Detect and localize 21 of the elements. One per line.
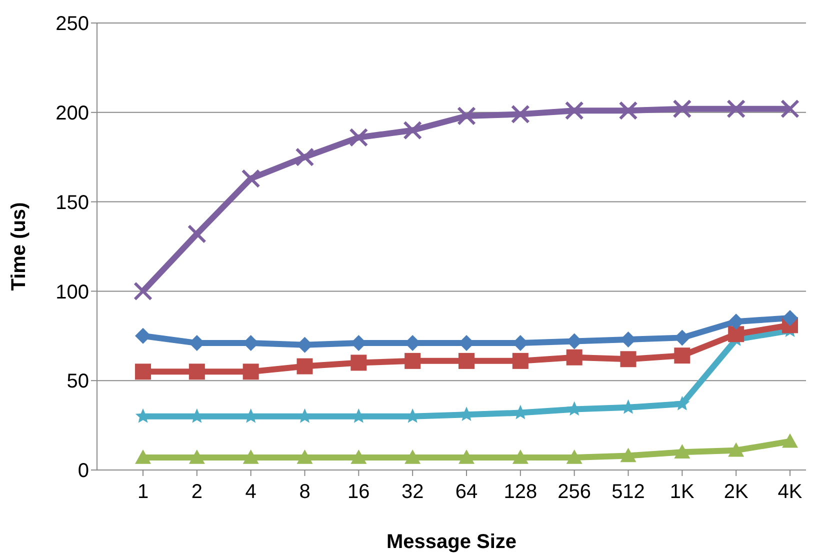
x-tick-label: 256: [558, 481, 592, 504]
x-axis-title: Message Size: [386, 531, 517, 553]
x-tick-label: 8: [299, 481, 310, 504]
x-tick-label: 4K: [778, 481, 803, 504]
y-tick-label: 200: [56, 102, 89, 124]
x-tick-label: 2: [191, 481, 202, 504]
y-tick-label: 250: [56, 13, 89, 36]
x-tick-label: 64: [455, 481, 478, 504]
x-tick-label: 2K: [724, 481, 749, 504]
x-tick-label: 16: [348, 481, 370, 504]
y-axis-title: Time (us): [8, 202, 30, 291]
y-tick-label: 100: [56, 281, 89, 304]
x-tick-label: 128: [504, 481, 538, 504]
y-tick-label: 50: [66, 370, 89, 393]
x-tick-label: 1: [137, 481, 149, 504]
x-tick-label: 512: [612, 481, 645, 504]
x-tick-label: 1K: [670, 481, 696, 504]
y-tick-label: 150: [56, 192, 89, 214]
x-tick-label: 32: [401, 481, 424, 504]
y-tick-label: 0: [78, 460, 89, 482]
x-tick-label: 4: [245, 481, 256, 504]
